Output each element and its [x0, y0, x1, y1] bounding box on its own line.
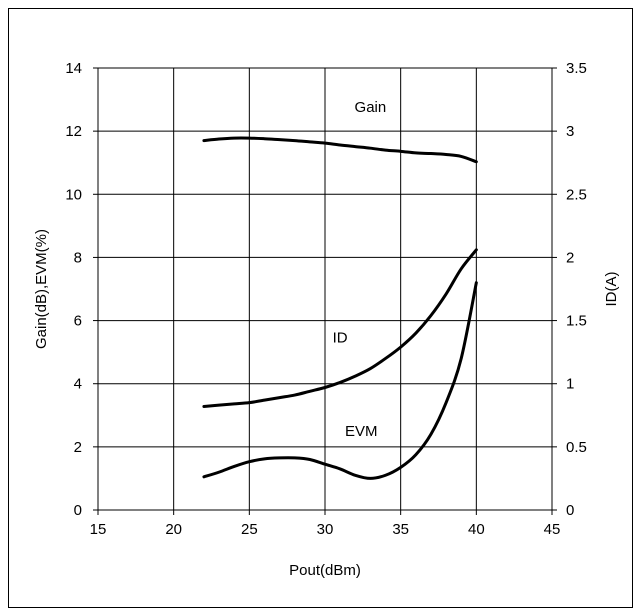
y-left-tick-label: 14 [65, 60, 82, 77]
x-axis-label: Pout(dBm) [289, 562, 361, 579]
line-chart: 15 20 25 30 35 40 45 0 2 4 6 8 10 12 14 0 0.5 1 1.5 2 2.5 3 3.… [33, 60, 620, 579]
grid-lines [98, 68, 552, 510]
series-lines [202, 136, 478, 480]
y-left-tick-label: 0 [74, 502, 82, 519]
series-line-evm [202, 281, 478, 480]
series-line-id [202, 248, 478, 408]
series-line-gain [202, 136, 478, 164]
annotation-gain: Gain [355, 99, 387, 116]
x-tick-label: 45 [544, 521, 561, 538]
x-tick-label: 15 [90, 521, 107, 538]
y-left-tick-label: 8 [74, 249, 82, 266]
y-left-tick-label: 6 [74, 313, 82, 330]
annotations: Gain ID EVM [333, 99, 387, 440]
x-tick-label: 25 [241, 521, 258, 538]
y-left-tick-label: 12 [65, 123, 82, 140]
y-left-tick-label: 2 [74, 439, 82, 456]
x-tick-label: 35 [392, 521, 409, 538]
y-left-tick-label: 4 [74, 376, 82, 393]
annotation-id: ID [333, 330, 348, 347]
y-right-tick-label: 2 [566, 249, 574, 266]
annotation-evm: EVM [345, 423, 378, 440]
y-right-tick-label: 2.5 [566, 186, 587, 203]
y-axis-right-label: ID(A) [603, 272, 620, 307]
axis-ticks: 15 20 25 30 35 40 45 0 2 4 6 8 10 12 14 0 0.5 1 1.5 2 2.5 3 3.… [65, 60, 587, 538]
y-right-tick-label: 0.5 [566, 439, 587, 456]
y-right-tick-label: 3 [566, 123, 574, 140]
x-tick-label: 30 [317, 521, 334, 538]
y-right-tick-label: 1.5 [566, 313, 587, 330]
y-right-tick-label: 3.5 [566, 60, 587, 77]
y-left-tick-label: 10 [65, 186, 82, 203]
y-right-tick-label: 0 [566, 502, 574, 519]
y-right-tick-label: 1 [566, 376, 574, 393]
x-tick-label: 20 [165, 521, 182, 538]
x-tick-label: 40 [468, 521, 485, 538]
y-axis-left-label: Gain(dB),EVM(%) [33, 229, 50, 349]
